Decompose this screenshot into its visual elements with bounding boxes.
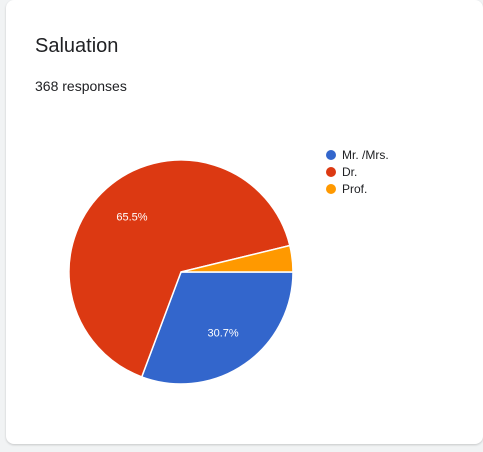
slice-data-label: 65.5% [116, 212, 147, 224]
chart-legend: Mr. /Mrs. Dr. Prof. [326, 146, 389, 197]
pie-slice-prof[interactable] [180, 244, 294, 273]
legend-label: Mr. /Mrs. [342, 147, 389, 162]
pie-slice-mr-mrs[interactable] [140, 271, 294, 385]
slice-data-label: 30.7% [208, 328, 239, 340]
chart-card: Saluation 368 responses 30.7% 65.5% Mr. /… [6, 0, 483, 444]
legend-item[interactable]: Prof. [326, 180, 389, 197]
legend-item[interactable]: Dr. [326, 163, 389, 180]
legend-swatch-icon [326, 149, 336, 160]
response-count: 368 responses [35, 78, 127, 94]
legend-swatch-icon [326, 166, 336, 177]
pie-chart: 30.7% 65.5% [68, 159, 294, 385]
question-title: Saluation [35, 35, 119, 57]
pie-slice-dr[interactable] [68, 159, 291, 378]
legend-label: Dr. [342, 164, 358, 179]
legend-item[interactable]: Mr. /Mrs. [326, 146, 389, 163]
legend-swatch-icon [326, 183, 336, 194]
legend-label: Prof. [342, 181, 368, 196]
